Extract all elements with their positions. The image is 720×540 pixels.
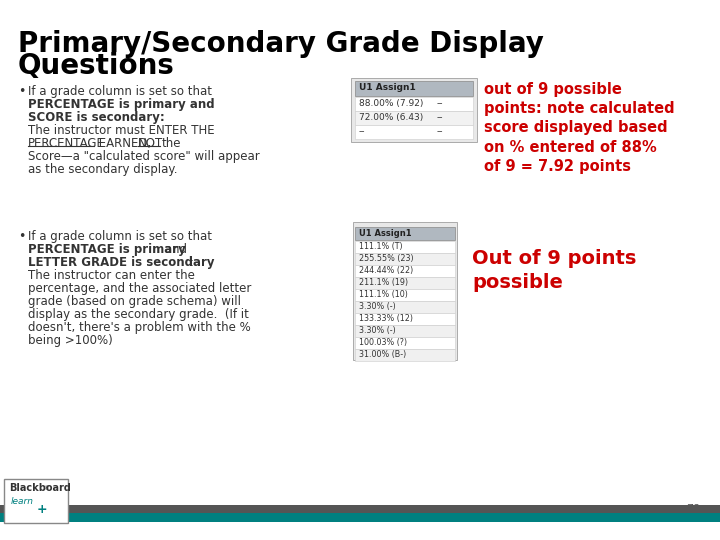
Text: EARNED,: EARNED,	[95, 137, 155, 150]
Text: 100.03% (?): 100.03% (?)	[359, 339, 407, 348]
Text: 3.30% (-): 3.30% (-)	[359, 327, 396, 335]
Text: 3.30% (-): 3.30% (-)	[359, 302, 396, 312]
Text: ®: ®	[43, 486, 48, 491]
Text: 133.33% (12): 133.33% (12)	[359, 314, 413, 323]
Text: --: --	[437, 113, 444, 122]
Bar	[355, 253, 455, 265]
Text: grade (based on grade schema) will: grade (based on grade schema) will	[28, 295, 241, 308]
Text: U1 Assign1: U1 Assign1	[359, 229, 412, 238]
Bar	[355, 289, 455, 301]
Text: out of 9 possible
points: note calculated
score displayed based
on % entered of : out of 9 possible points: note calculate…	[484, 82, 675, 174]
Text: The instructor can enter the: The instructor can enter the	[28, 269, 195, 282]
Text: If a grade column is set so that: If a grade column is set so that	[28, 230, 212, 243]
Text: percentage, and the associated letter: percentage, and the associated letter	[28, 282, 251, 295]
Bar	[355, 97, 473, 111]
Bar	[355, 325, 455, 337]
Bar	[355, 111, 473, 125]
Text: PERCENTAGE is primary and: PERCENTAGE is primary and	[28, 98, 215, 111]
Text: 79: 79	[685, 504, 700, 514]
Bar	[353, 222, 457, 360]
Text: and: and	[161, 243, 187, 256]
Text: doesn't, there's a problem with the %: doesn't, there's a problem with the %	[28, 321, 251, 334]
Bar	[4, 479, 68, 523]
Text: learn: learn	[11, 497, 34, 506]
Text: 72.00% (6.43): 72.00% (6.43)	[359, 113, 423, 122]
Text: •: •	[18, 85, 25, 98]
Text: display as the secondary grade.  (If it: display as the secondary grade. (If it	[28, 308, 249, 321]
Text: Out of 9 points
possible: Out of 9 points possible	[472, 249, 636, 292]
Text: 111.1% (T): 111.1% (T)	[359, 242, 402, 252]
Text: --: --	[437, 127, 444, 136]
Bar	[355, 125, 473, 139]
Bar	[351, 78, 477, 142]
Text: PERCENTAGE: PERCENTAGE	[28, 137, 105, 150]
Bar	[355, 265, 455, 277]
Text: NOT: NOT	[138, 137, 163, 150]
Text: If a grade column is set so that: If a grade column is set so that	[28, 85, 212, 98]
Bar	[355, 301, 455, 313]
Text: being >100%): being >100%)	[28, 334, 113, 347]
Text: Primary/Secondary Grade Display: Primary/Secondary Grade Display	[18, 30, 544, 58]
Text: 31.00% (B-): 31.00% (B-)	[359, 350, 406, 360]
Bar	[355, 81, 473, 96]
Text: the: the	[162, 137, 181, 150]
Bar	[0, 513, 720, 522]
Text: --: --	[359, 127, 366, 136]
Bar	[355, 349, 455, 361]
Text: 211.1% (19): 211.1% (19)	[359, 279, 408, 287]
Text: Blackboard: Blackboard	[9, 483, 71, 493]
Text: SCORE is secondary:: SCORE is secondary:	[28, 111, 165, 124]
Text: 244.44% (22): 244.44% (22)	[359, 267, 413, 275]
Bar	[355, 337, 455, 349]
Text: U1 Assign1: U1 Assign1	[359, 83, 415, 92]
Text: 255.55% (23): 255.55% (23)	[359, 254, 413, 264]
Bar	[0, 505, 720, 513]
Text: 88.00% (7.92): 88.00% (7.92)	[359, 99, 423, 108]
Text: LETTER GRADE is secondary: LETTER GRADE is secondary	[28, 256, 215, 269]
Text: •: •	[18, 230, 25, 243]
Text: Score—a "calculated score" will appear: Score—a "calculated score" will appear	[28, 150, 260, 163]
Text: PERCENTAGE is primary: PERCENTAGE is primary	[28, 243, 186, 256]
Bar	[355, 227, 455, 240]
Bar	[355, 241, 455, 253]
Text: The instructor must ENTER THE: The instructor must ENTER THE	[28, 124, 215, 137]
Bar	[355, 277, 455, 289]
Text: :: :	[190, 256, 194, 269]
Text: --: --	[437, 99, 444, 108]
Text: 111.1% (10): 111.1% (10)	[359, 291, 408, 300]
Bar	[355, 313, 455, 325]
Text: Questions: Questions	[18, 52, 175, 80]
Text: +: +	[37, 503, 48, 516]
Text: as the secondary display.: as the secondary display.	[28, 163, 178, 176]
